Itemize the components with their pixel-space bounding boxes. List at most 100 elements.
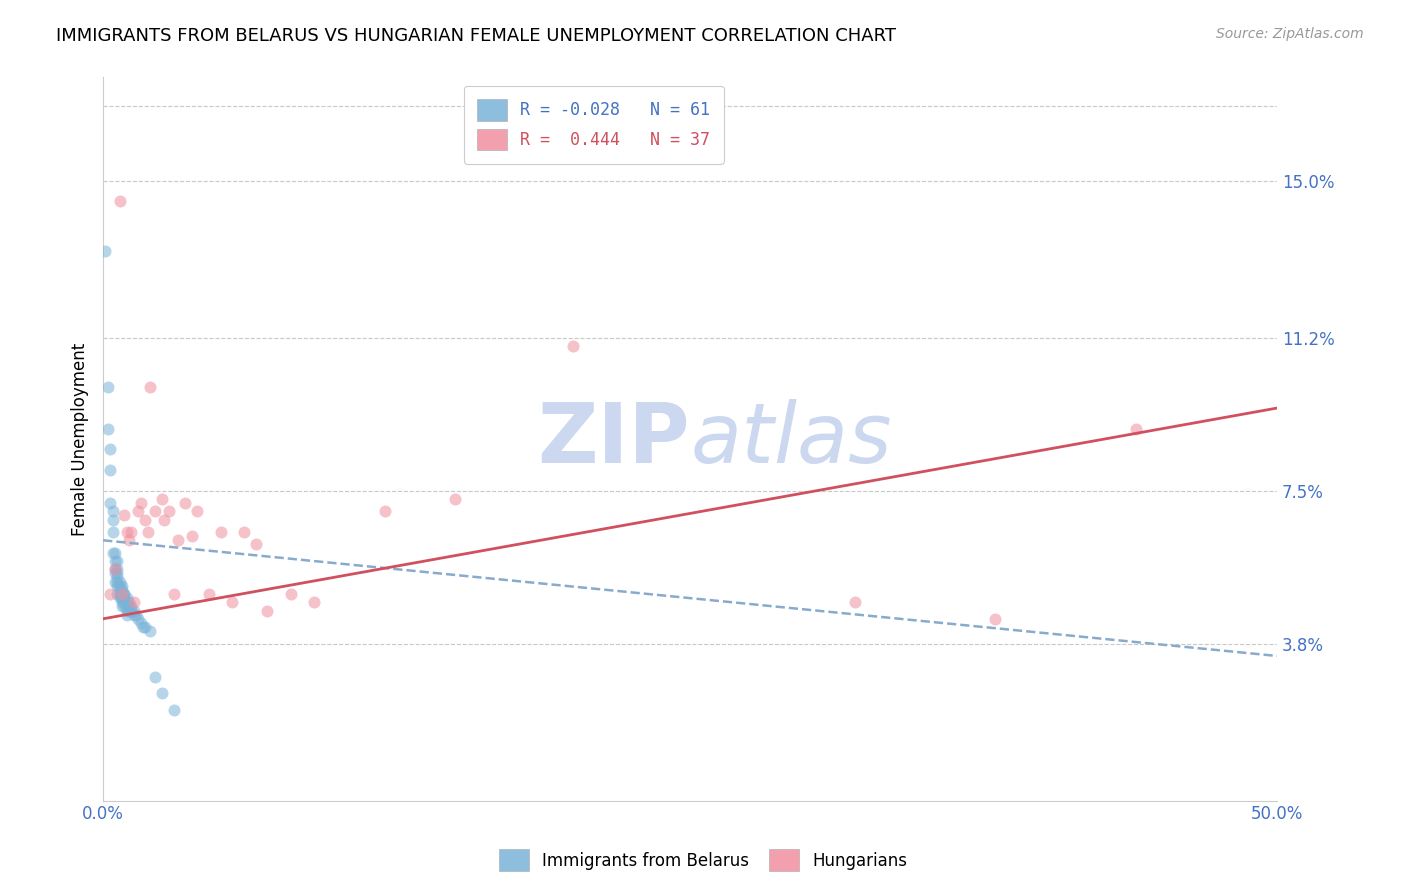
Point [111,591,134,606]
Point [105,570,128,584]
Point [108,582,131,597]
Point [112,508,135,523]
Point [984,612,1007,626]
Point [108,574,131,589]
Point [115,591,138,606]
Point [97,380,120,394]
Point [143,670,166,684]
Point [139,624,162,639]
Point [111,587,134,601]
Point [104,562,127,576]
Point [120,524,142,539]
Point [561,339,583,353]
Point [181,529,204,543]
Point [221,595,243,609]
Point [108,587,131,601]
Point [94,244,117,258]
Point [167,533,190,548]
Point [105,562,128,576]
Point [112,591,135,606]
Point [101,513,124,527]
Point [233,524,256,539]
Text: IMMIGRANTS FROM BELARUS VS HUNGARIAN FEMALE UNEMPLOYMENT CORRELATION CHART: IMMIGRANTS FROM BELARUS VS HUNGARIAN FEM… [56,27,896,45]
Point [129,615,152,630]
Point [118,599,141,614]
Point [115,599,138,614]
Point [101,546,124,560]
Point [118,603,141,617]
Point [98,442,121,457]
Point [1125,422,1147,436]
Point [134,620,156,634]
Point [374,504,396,518]
Point [120,603,142,617]
Point [112,587,135,601]
Point [129,496,152,510]
Point [127,612,149,626]
Point [245,537,267,551]
Point [98,496,121,510]
Point [98,463,121,477]
Text: atlas: atlas [690,399,891,480]
Point [111,595,134,609]
Point [104,566,127,581]
Point [122,603,145,617]
Point [209,524,232,539]
Point [304,595,326,609]
Point [157,504,180,518]
Point [104,574,127,589]
Point [122,607,145,622]
Point [174,496,197,510]
Point [280,587,302,601]
Point [186,504,208,518]
Point [844,595,866,609]
Point [105,579,128,593]
Point [98,587,121,601]
Point [134,513,156,527]
Point [162,703,184,717]
Legend: R = -0.028   N = 61, R =  0.444   N = 37: R = -0.028 N = 61, R = 0.444 N = 37 [464,86,724,163]
Point [112,587,135,601]
Point [115,603,138,617]
Point [97,422,120,436]
Point [153,513,176,527]
Point [127,504,149,518]
Point [115,524,138,539]
Y-axis label: Female Unemployment: Female Unemployment [72,343,89,536]
Point [105,574,128,589]
Legend: Immigrants from Belarus, Hungarians: Immigrants from Belarus, Hungarians [491,841,915,880]
Point [108,591,131,606]
Point [104,554,127,568]
Point [150,686,173,700]
Point [115,607,138,622]
Text: Source: ZipAtlas.com: Source: ZipAtlas.com [1216,27,1364,41]
Point [136,524,159,539]
Point [112,595,135,609]
Point [101,504,124,518]
Point [105,566,128,581]
Text: ZIP: ZIP [537,399,690,480]
Point [118,595,141,609]
Point [111,591,134,606]
Point [104,546,127,560]
Point [197,587,219,601]
Point [108,579,131,593]
Point [143,504,166,518]
Point [108,587,131,601]
Point [444,491,467,506]
Point [111,587,134,601]
Point [120,599,142,614]
Point [162,587,184,601]
Point [108,194,131,209]
Point [256,603,278,617]
Point [125,607,148,622]
Point [112,599,135,614]
Point [105,587,128,601]
Point [111,582,134,597]
Point [118,533,141,548]
Point [105,554,128,568]
Point [101,524,124,539]
Point [111,599,134,614]
Point [104,562,127,576]
Point [111,579,134,593]
